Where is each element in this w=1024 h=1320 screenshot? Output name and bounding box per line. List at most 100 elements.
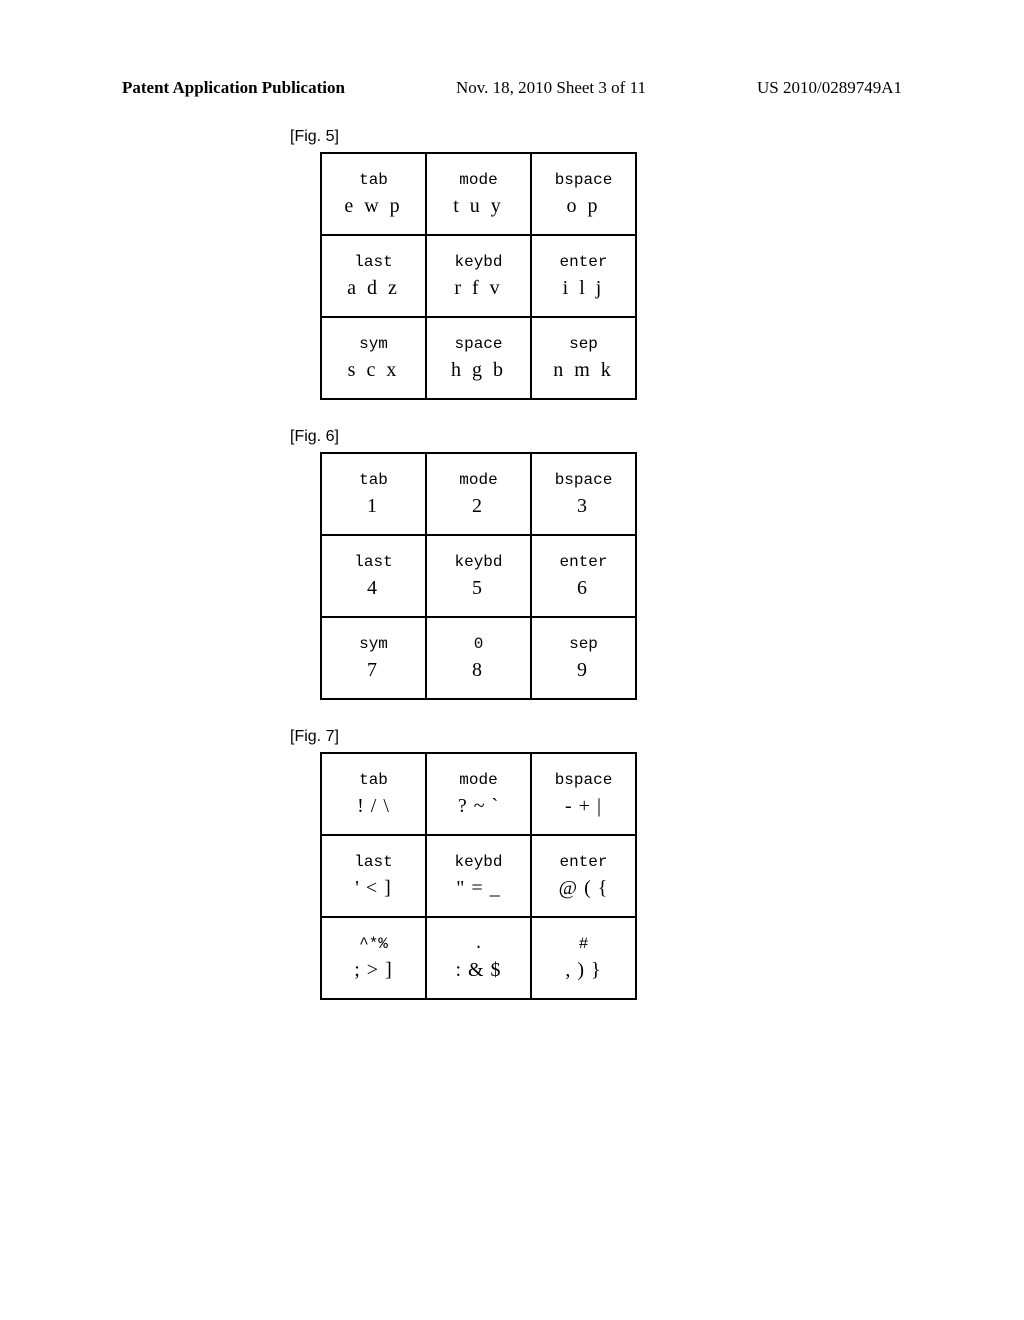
key-cell: tab ! / \ [321,753,426,835]
key-cell: last ' < ] [321,835,426,917]
key-cell: mode ? ~ ` [426,753,531,835]
cell-top: keybd [454,853,502,871]
cell-bottom: 3 [577,495,590,518]
cell-bottom: i l j [563,277,605,300]
cell-bottom: 6 [577,577,590,600]
cell-top: enter [559,253,607,271]
content-area: [Fig. 5] tab e w p mode t u y bspace o p la… [0,98,1024,1000]
key-cell: tab e w p [321,153,426,235]
cell-bottom: - + | [565,795,602,818]
figure-5-grid: tab e w p mode t u y bspace o p last a d z k… [320,152,637,400]
cell-top: 0 [474,635,484,653]
cell-top: enter [559,853,607,871]
key-cell: sym 7 [321,617,426,699]
cell-top: ^*% [359,935,388,953]
header-right: US 2010/0289749A1 [757,78,902,98]
cell-bottom: : & $ [455,959,501,982]
figure-7-grid: tab ! / \ mode ? ~ ` bspace - + | last ' < ]… [320,752,637,1000]
grid-row: last 4 keybd 5 enter 6 [321,535,636,617]
cell-bottom: 4 [367,577,380,600]
cell-top: enter [559,553,607,571]
cell-top: bspace [555,771,613,789]
cell-bottom: 2 [472,495,485,518]
cell-bottom: a d z [347,277,400,300]
cell-top: last [354,253,392,271]
cell-bottom: ; > ] [354,959,393,982]
cell-top: . [474,935,484,953]
key-cell: enter 6 [531,535,636,617]
key-cell: sym s c x [321,317,426,399]
cell-top: tab [359,171,388,189]
key-cell: sep 9 [531,617,636,699]
grid-row: tab e w p mode t u y bspace o p [321,153,636,235]
cell-top: last [354,553,392,571]
cell-top: sym [359,635,388,653]
page-header: Patent Application Publication Nov. 18, … [0,0,1024,98]
cell-bottom: 1 [367,495,380,518]
cell-bottom: o p [567,195,601,218]
grid-row: ^*% ; > ] . : & $ # , ) } [321,917,636,999]
key-cell: mode t u y [426,153,531,235]
key-cell: enter i l j [531,235,636,317]
figure-6-grid: tab 1 mode 2 bspace 3 last 4 keybd 5 enter 6 s… [320,452,637,700]
cell-bottom: @ ( { [559,877,609,900]
key-cell: keybd r f v [426,235,531,317]
cell-bottom: 5 [472,577,485,600]
key-cell: . : & $ [426,917,531,999]
cell-top: tab [359,771,388,789]
key-cell: # , ) } [531,917,636,999]
cell-bottom: 9 [577,659,590,682]
cell-top: keybd [454,553,502,571]
cell-bottom: ! / \ [357,795,390,818]
grid-row: last a d z keybd r f v enter i l j [321,235,636,317]
figure-6-label: [Fig. 6] [290,428,1024,446]
key-cell: last a d z [321,235,426,317]
cell-top: last [354,853,392,871]
cell-top: mode [459,471,497,489]
grid-row: last ' < ] keybd" = _ enter @ ( { [321,835,636,917]
cell-top: sep [569,635,598,653]
key-cell: space h g b [426,317,531,399]
cell-top: sep [569,335,598,353]
key-cell: bspace - + | [531,753,636,835]
cell-top: mode [459,771,497,789]
figure-5-label: [Fig. 5] [290,128,1024,146]
figure-7: [Fig. 7] tab ! / \ mode ? ~ ` bspace - + | … [0,728,1024,1000]
grid-row: tab ! / \ mode ? ~ ` bspace - + | [321,753,636,835]
cell-bottom: h g b [451,359,506,382]
cell-top: keybd [454,253,502,271]
cell-top: sym [359,335,388,353]
key-cell: sep n m k [531,317,636,399]
cell-bottom: 7 [367,659,380,682]
cell-bottom: , ) } [565,959,601,982]
cell-bottom: e w p [344,195,402,218]
grid-row: sym s c x space h g b sep n m k [321,317,636,399]
cell-top: tab [359,471,388,489]
cell-bottom: s c x [348,359,400,382]
key-cell: ^*% ; > ] [321,917,426,999]
header-center: Nov. 18, 2010 Sheet 3 of 11 [456,78,646,98]
cell-top: bspace [555,171,613,189]
key-cell: bspace o p [531,153,636,235]
cell-top: # [579,935,589,953]
cell-bottom: n m k [553,359,614,382]
key-cell: mode 2 [426,453,531,535]
cell-bottom: r f v [454,277,502,300]
cell-top: bspace [555,471,613,489]
key-cell: tab 1 [321,453,426,535]
key-cell: keybd 5 [426,535,531,617]
cell-bottom: t u y [453,195,504,218]
key-cell: enter @ ( { [531,835,636,917]
key-cell: 08 [426,617,531,699]
grid-row: tab 1 mode 2 bspace 3 [321,453,636,535]
cell-top: space [454,335,502,353]
figure-7-label: [Fig. 7] [290,728,1024,746]
cell-bottom: ' < ] [355,877,392,900]
key-cell: last 4 [321,535,426,617]
cell-bottom: 8 [472,659,485,682]
cell-bottom: ? ~ ` [458,795,499,818]
figure-5: [Fig. 5] tab e w p mode t u y bspace o p la… [0,128,1024,400]
key-cell: keybd" = _ [426,835,531,917]
grid-row: sym7 08 sep9 [321,617,636,699]
cell-top: mode [459,171,497,189]
